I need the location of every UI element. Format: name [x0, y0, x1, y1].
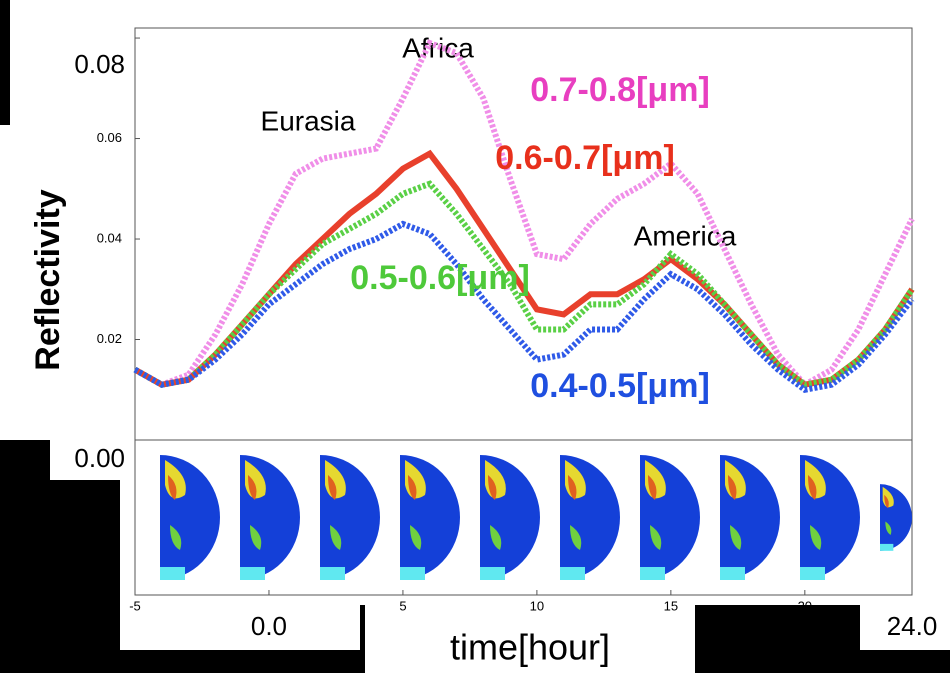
y-tick-label: 0.06 [97, 130, 122, 145]
y-axis-label: Reflectivity [29, 189, 67, 370]
legend-label: 0.5-0.6[μm] [350, 259, 530, 297]
series-line [133, 180, 915, 388]
background [50, 440, 120, 480]
x-tick-label: 5 [399, 598, 406, 613]
legend-label: 0.6-0.7[μm] [495, 139, 675, 177]
legend-label: 0.4-0.5[μm] [530, 367, 710, 405]
y-tick-label: 0.04 [97, 230, 122, 245]
x-tick-label: 15 [664, 598, 678, 613]
x-tick-label: 24.0 [887, 611, 938, 641]
x-tick-label: 0.0 [251, 611, 287, 641]
x-tick-label: 20 [798, 598, 812, 613]
x-tick-label: -5 [129, 598, 141, 613]
legend-label: 0.7-0.8[μm] [530, 71, 710, 109]
background [365, 605, 695, 673]
background [860, 605, 950, 650]
background [0, 0, 10, 125]
frame [134, 27, 913, 596]
series-line [133, 39, 915, 389]
background [120, 605, 360, 650]
y-tick-label: 0.02 [97, 331, 122, 346]
series-line [133, 220, 915, 393]
y-tick-label: 0.00 [74, 443, 125, 473]
x-tick-label: 10 [530, 598, 544, 613]
x-axis-label: time[hour] [450, 627, 610, 668]
y-tick-label: 0.08 [74, 49, 125, 79]
annotation: Eurasia [261, 105, 356, 136]
